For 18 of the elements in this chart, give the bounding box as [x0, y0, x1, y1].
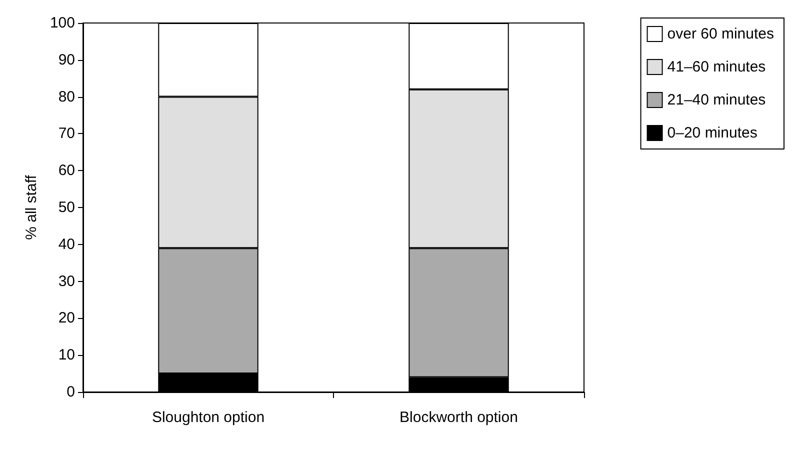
y-tick-label: 0: [66, 384, 75, 400]
y-tick-label: 90: [58, 51, 75, 68]
legend-label: 21–40 minutes: [667, 92, 766, 108]
y-tick-label: 60: [58, 162, 75, 180]
y-tick-label: 80: [58, 88, 75, 106]
y-tick-label: 30: [58, 272, 75, 290]
y-tick-label: 100: [50, 14, 75, 32]
legend-label: over 60 minutes: [667, 26, 774, 42]
legend-label: 41–60 minutes: [667, 58, 766, 76]
y-tick-label: 50: [58, 199, 75, 216]
legend-label: 0–20 minutes: [667, 124, 758, 142]
y-axis-title: % all staff: [23, 174, 40, 240]
y-tick-label: 40: [58, 236, 75, 253]
y-tick-label: 20: [58, 310, 75, 327]
x-tick-label: Blockworth option: [400, 409, 518, 426]
x-tick-label: Sloughton option: [152, 409, 265, 426]
y-tick-label: 70: [58, 125, 75, 142]
y-tick-label: 10: [58, 346, 75, 364]
